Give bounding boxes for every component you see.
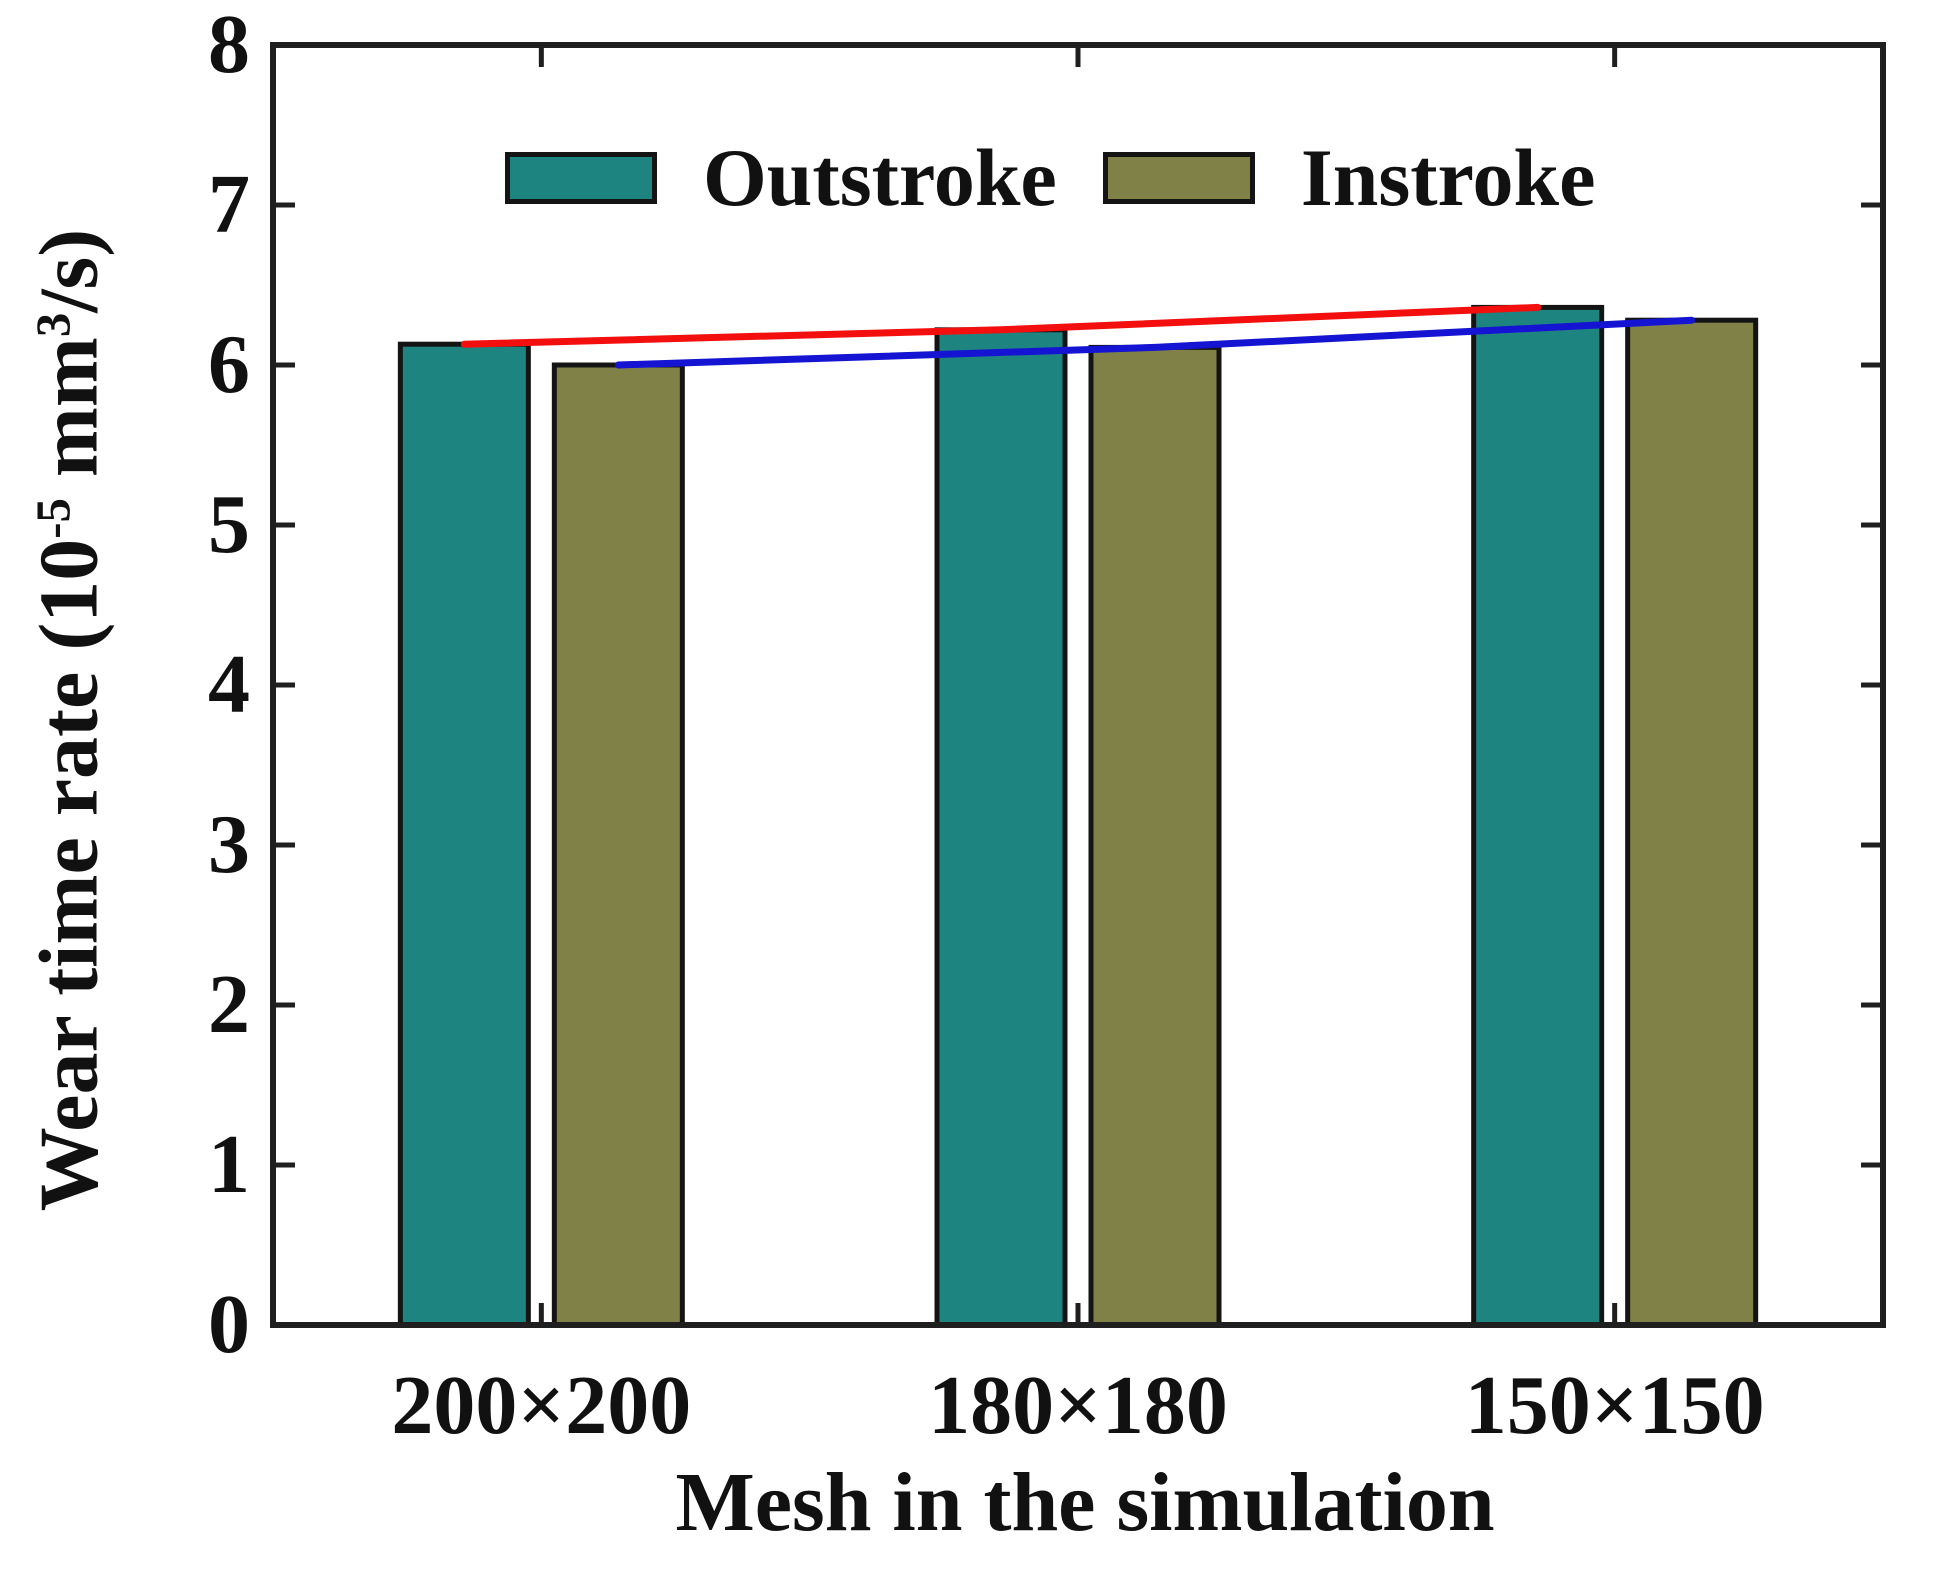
y-axis-title-superscript-cube: 3 (26, 312, 81, 338)
legend-swatch-instroke (1102, 152, 1255, 204)
y-axis-title-units-end: /s) (22, 228, 116, 313)
y-axis-title-text: Wear time rate (10 (22, 538, 116, 1212)
x-tick-label-180×180: 180×180 (928, 1359, 1228, 1452)
y-tick-label-7: 7 (208, 158, 250, 251)
bar-instroke-200×200 (551, 362, 685, 1328)
y-axis-title-units: mm (22, 337, 116, 499)
y-tick-label-6: 6 (208, 318, 250, 411)
x-tick-label-200×200: 200×200 (391, 1359, 692, 1452)
bar-outstroke-180×180 (934, 327, 1068, 1328)
bar-outstroke-200×200 (397, 341, 531, 1328)
legend-swatch-outstroke (505, 152, 657, 204)
y-tick-label-8: 8 (208, 0, 250, 91)
legend: Outstroke Instroke (505, 136, 1595, 220)
legend-label-instroke: Instroke (1300, 132, 1596, 223)
legend-label-outstroke: Outstroke (703, 132, 1057, 223)
y-tick-label-5: 5 (208, 478, 250, 571)
y-tick-label-4: 4 (208, 638, 250, 731)
y-tick-label-1: 1 (208, 1118, 250, 1211)
x-axis-title: Mesh in the simulation (675, 1456, 1495, 1549)
trend-line-instroke (614, 316, 1696, 369)
bar-instroke-180×180 (1088, 344, 1222, 1328)
y-axis-title-superscript-exponent: -5 (26, 498, 81, 539)
y-tick-label-3: 3 (208, 798, 250, 891)
y-tick-label-0: 0 (208, 1278, 250, 1371)
trend-line-outstroke (460, 303, 1542, 348)
y-tick-label-2: 2 (208, 958, 250, 1051)
y-axis-title: Wear time rate (10-5 mm3/s) (23, 229, 123, 1211)
bar-outstroke-150×150 (1471, 304, 1605, 1328)
x-tick-label-150×150: 150×150 (1464, 1359, 1765, 1452)
bar-instroke-150×150 (1625, 317, 1759, 1328)
